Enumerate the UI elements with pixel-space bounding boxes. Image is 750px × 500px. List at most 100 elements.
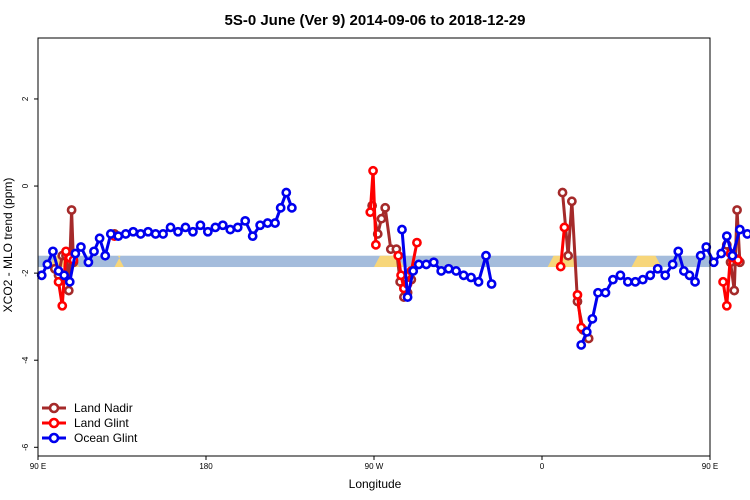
data-point: [576, 340, 587, 350]
data-point: [217, 220, 228, 231]
data-point: [667, 259, 678, 270]
band-ocean: [38, 255, 710, 268]
data-point: [202, 226, 213, 237]
data-point: [443, 263, 454, 274]
data-point: [66, 205, 77, 215]
data-point: [180, 222, 191, 233]
data-series: [36, 165, 750, 350]
data-point: [413, 259, 424, 270]
data-point: [727, 250, 738, 261]
series-line: [559, 227, 566, 267]
data-point: [645, 270, 656, 281]
legend-entry-label: Ocean Glint: [74, 431, 138, 445]
data-point: [143, 226, 154, 237]
data-point: [370, 239, 381, 250]
data-point: [690, 276, 700, 287]
data-point: [622, 276, 633, 287]
data-point: [408, 266, 419, 276]
x-tick-label: 90 E: [30, 462, 46, 471]
series-line: [575, 294, 583, 328]
data-point: [286, 202, 297, 213]
y-tick-label: -2: [21, 269, 30, 277]
data-point: [188, 226, 198, 237]
data-point: [397, 224, 407, 235]
data-point: [436, 266, 447, 276]
data-point: [255, 220, 266, 231]
data-point: [393, 250, 404, 261]
data-point: [225, 224, 236, 235]
chart-title: 5S-0 June (Ver 9) 2014-09-06 to 2018-12-…: [224, 12, 525, 29]
data-point: [368, 165, 378, 176]
data-point: [210, 222, 221, 233]
data-point: [135, 229, 146, 239]
data-point: [581, 327, 592, 337]
data-point: [486, 279, 497, 289]
data-point: [380, 202, 391, 213]
data-point: [173, 226, 183, 237]
data-point: [600, 287, 611, 298]
data-point: [555, 261, 566, 272]
y-axis-label: XCO2 - MLO trend (ppm): [1, 178, 15, 313]
data-point: [559, 222, 570, 233]
data-point: [716, 248, 727, 259]
data-point: [158, 229, 168, 239]
band-land-segment: [631, 255, 662, 268]
data-point: [48, 246, 58, 257]
x-axis: 90 E 180 90 W 0 90 E: [30, 456, 718, 471]
data-point: [466, 272, 476, 283]
data-point: [83, 257, 94, 268]
data-point: [412, 237, 422, 248]
legend-entry-label: Land Nadir: [74, 401, 133, 415]
data-point: [721, 300, 732, 311]
data-point: [59, 270, 70, 281]
reference-band: [38, 255, 710, 268]
data-point: [376, 213, 387, 224]
data-point: [630, 276, 641, 287]
data-point: [94, 233, 105, 244]
y-tick-label: -4: [21, 356, 30, 364]
data-point: [195, 220, 206, 231]
data-point: [708, 257, 719, 268]
data-point: [42, 259, 53, 270]
x-tick-label: 180: [199, 462, 213, 471]
data-point: [240, 215, 251, 226]
data-point: [70, 248, 81, 259]
data-point: [563, 250, 574, 261]
data-point: [458, 270, 469, 281]
data-point: [742, 229, 750, 239]
y-tick-label: 0: [21, 183, 30, 188]
data-point: [57, 300, 68, 311]
data-point: [428, 257, 439, 268]
data-point: [608, 274, 618, 285]
data-point: [637, 274, 648, 285]
data-point: [281, 187, 292, 198]
x-axis-label: Longitude: [349, 477, 402, 491]
data-point: [64, 276, 75, 287]
y-axis: -6 -4 -2 0 2: [21, 96, 38, 451]
data-point: [734, 224, 745, 235]
data-point: [275, 202, 286, 213]
data-point: [652, 263, 663, 274]
data-point: [673, 246, 684, 257]
legend-swatch-marker: [48, 432, 60, 444]
data-point: [481, 250, 491, 261]
legend-swatch-marker: [48, 402, 60, 414]
data-point: [729, 285, 740, 296]
data-point: [587, 313, 598, 324]
data-point: [365, 207, 376, 218]
data-point: [615, 270, 626, 281]
data-point: [593, 287, 603, 298]
data-point: [232, 222, 243, 233]
data-point: [660, 270, 671, 281]
series-2: [36, 187, 750, 350]
data-point: [721, 231, 732, 242]
data-point: [128, 226, 139, 237]
data-point: [566, 196, 577, 207]
data-point: [262, 218, 273, 228]
data-point: [247, 231, 258, 242]
data-point: [473, 276, 484, 287]
data-point: [120, 229, 131, 239]
x-tick-label: 90 E: [702, 462, 718, 471]
data-point: [421, 259, 432, 270]
